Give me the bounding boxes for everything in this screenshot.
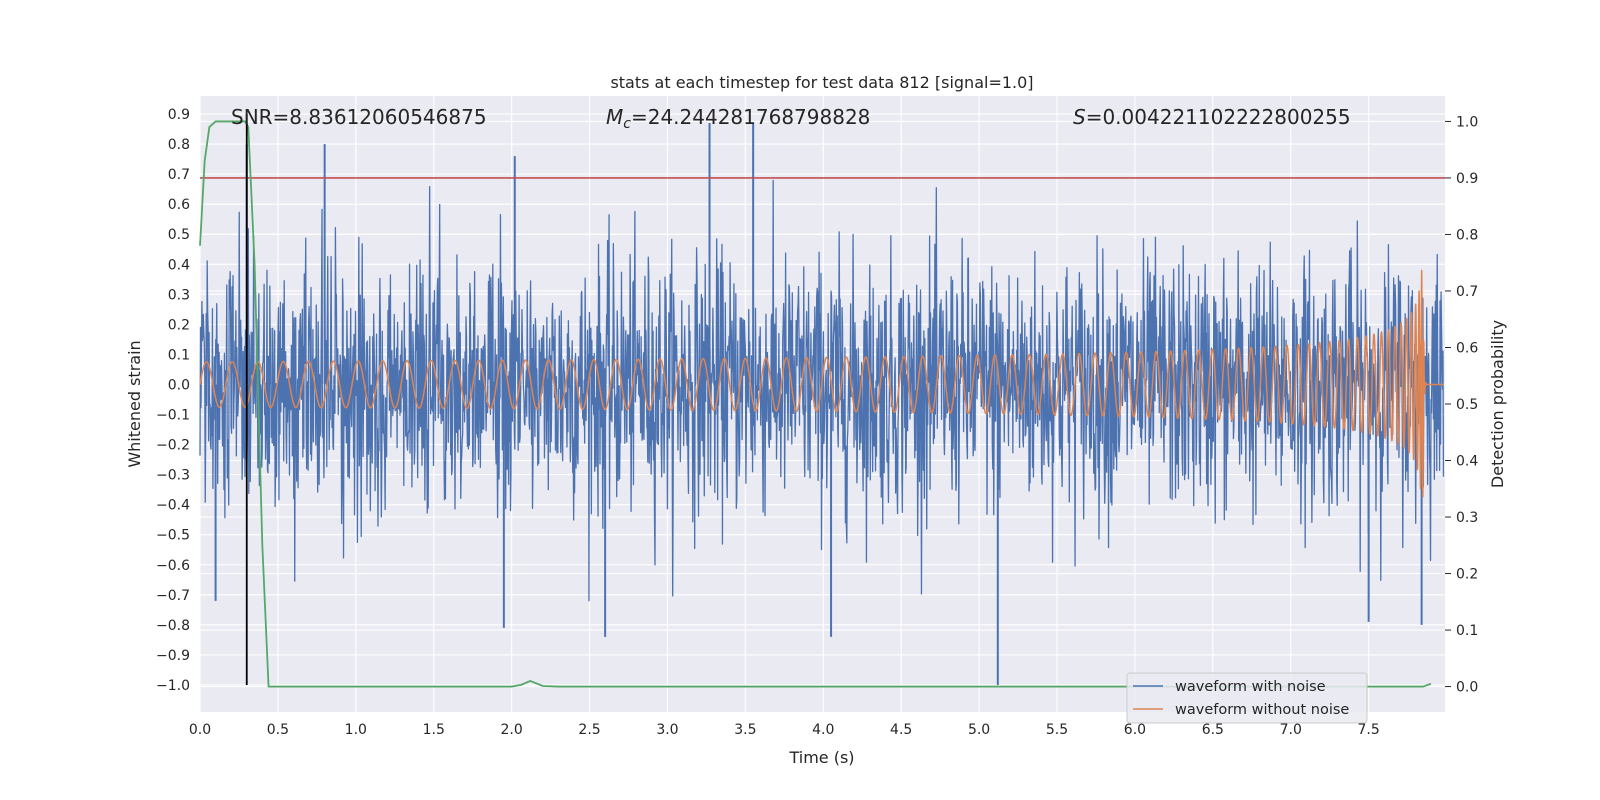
x-tick-label: 1.5 bbox=[423, 722, 445, 738]
y-tick-label: −0.3 bbox=[156, 468, 190, 484]
x-tick-label: 0.5 bbox=[267, 722, 289, 738]
y2-tick-label: 0.5 bbox=[1456, 397, 1478, 413]
y-tick-label: 0.4 bbox=[168, 257, 190, 273]
y-tick-label: −0.9 bbox=[156, 648, 190, 664]
y-tick-label: −0.2 bbox=[156, 438, 190, 454]
x-tick-label: 1.0 bbox=[345, 722, 367, 738]
legend: waveform with noise waveform without noi… bbox=[1126, 672, 1368, 724]
y-tick-label: 0.1 bbox=[168, 347, 190, 363]
y-tick-label: 0.9 bbox=[168, 107, 190, 123]
y-tick-label: −0.6 bbox=[156, 558, 190, 574]
probability-path bbox=[199, 120, 1432, 688]
s-value: =0.004221102222800255 bbox=[1086, 105, 1351, 129]
y2-tick-label: 1.0 bbox=[1456, 114, 1478, 130]
x-tick-labels: 0.0 0.5 1.0 1.5 2.0 2.5 3.0 3.5 4.0 4.5 5.0 5.5 6.0 6… bbox=[189, 722, 1380, 738]
series-waveform-with-noise bbox=[199, 123, 1445, 685]
y-tick-label: 0.3 bbox=[168, 287, 190, 303]
snr-annotation: SNR=8.83612060546875 bbox=[231, 105, 487, 129]
y-tick-label: 0.8 bbox=[168, 137, 190, 153]
chirp-mass-subscript: c bbox=[623, 116, 631, 132]
chirp-mass-value: =24.244281768798828 bbox=[631, 105, 870, 129]
y2-tick-label: 0.3 bbox=[1456, 510, 1478, 526]
x-tick-label: 4.5 bbox=[890, 722, 912, 738]
series-detection-probability bbox=[199, 120, 1432, 688]
y-axis-label: Whitened strain bbox=[125, 340, 144, 467]
y-tick-label: −1.0 bbox=[156, 678, 190, 694]
legend-label-clean: waveform without noise bbox=[1175, 702, 1349, 718]
x-tick-label: 7.0 bbox=[1280, 722, 1302, 738]
y-tick-label: 0.5 bbox=[168, 227, 190, 243]
chart-title: stats at each timestep for test data 812… bbox=[610, 73, 1033, 92]
y-tick-label: 0.7 bbox=[168, 167, 190, 183]
y-tick-label: −0.7 bbox=[156, 588, 190, 604]
chirp-mass-annotation: Mc=24.244281768798828 bbox=[606, 105, 870, 132]
series-waveform-without-noise bbox=[199, 269, 1444, 498]
y-tick-label: −0.8 bbox=[156, 618, 190, 634]
s-symbol: S bbox=[1073, 105, 1086, 129]
s-annotation: S=0.004221102222800255 bbox=[1073, 105, 1351, 129]
y2-tick-label: 0.8 bbox=[1456, 227, 1478, 243]
x-tick-label: 2.5 bbox=[578, 722, 600, 738]
y2-tick-label: 0.6 bbox=[1456, 340, 1478, 356]
y2-tick-label: 0.0 bbox=[1456, 680, 1478, 696]
x-tick-label: 7.5 bbox=[1358, 722, 1380, 738]
x-tick-label: 3.0 bbox=[656, 722, 678, 738]
chirp-mass-symbol: M bbox=[606, 105, 623, 129]
y2-tick-label: 0.7 bbox=[1456, 284, 1478, 300]
x-tick-label: 4.0 bbox=[812, 722, 834, 738]
noise-path bbox=[199, 179, 1445, 602]
x-tick-label: 5.0 bbox=[968, 722, 990, 738]
y2-tick-label: 0.1 bbox=[1456, 623, 1478, 639]
y2-tick-labels: 1.0 0.9 0.8 0.7 0.6 0.5 0.4 0.3 0.2 0.1 0.0 bbox=[1445, 114, 1478, 696]
x-tick-label: 6.5 bbox=[1202, 722, 1224, 738]
x-tick-label: 6.0 bbox=[1124, 722, 1146, 738]
x-tick-label: 5.5 bbox=[1046, 722, 1068, 738]
y2-tick-label: 0.2 bbox=[1456, 567, 1478, 583]
legend-box bbox=[1126, 672, 1368, 724]
chirp-path bbox=[199, 269, 1444, 498]
y2-tick-label: 0.9 bbox=[1456, 171, 1478, 187]
x-tick-label: 2.0 bbox=[501, 722, 523, 738]
y-tick-labels: 0.9 0.8 0.7 0.6 0.5 0.4 0.3 0.2 0.1 0.0 −0.1 −0.2 −0… bbox=[156, 107, 190, 694]
y2-tick-label: 0.4 bbox=[1456, 454, 1478, 470]
y-tick-label: −0.1 bbox=[156, 408, 190, 424]
y-tick-label: 0.2 bbox=[168, 317, 190, 333]
x-tick-label: 3.5 bbox=[734, 722, 756, 738]
x-axis-label: Time (s) bbox=[788, 748, 854, 767]
legend-label-noise: waveform with noise bbox=[1175, 679, 1326, 695]
y-tick-label: 0.6 bbox=[168, 197, 190, 213]
x-tick-label: 0.0 bbox=[189, 722, 211, 738]
y-tick-label: 0.0 bbox=[168, 377, 190, 393]
y-tick-label: −0.4 bbox=[156, 498, 190, 514]
y2-axis-label: Detection probability bbox=[1488, 320, 1507, 488]
y-tick-label: −0.5 bbox=[156, 528, 190, 544]
